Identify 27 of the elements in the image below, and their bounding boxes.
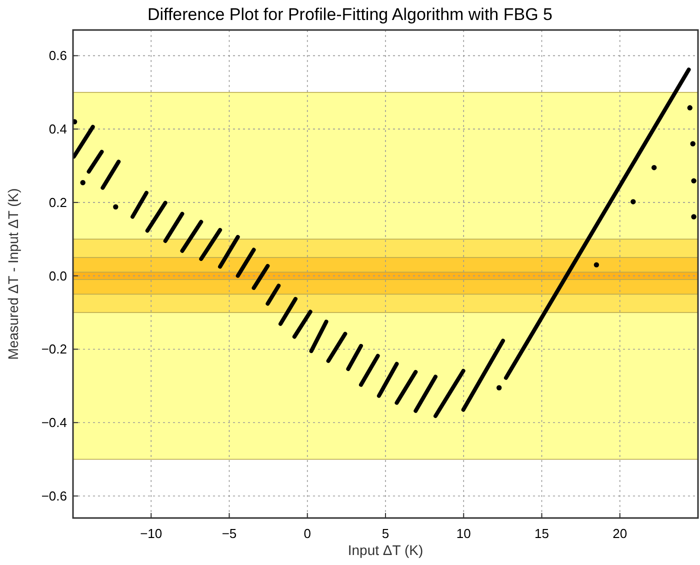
x-tick-label: 10 (456, 526, 471, 541)
point (690, 141, 696, 146)
y-tick-label: 0.4 (48, 122, 67, 137)
y-axis-title: Measured ΔT - Input ΔT (K) (5, 188, 21, 360)
y-tick-label: −0.4 (41, 415, 67, 430)
point (113, 204, 118, 210)
x-tick-label: 20 (612, 526, 628, 541)
point (594, 262, 600, 268)
y-tick-label: 0.6 (48, 48, 67, 64)
point (80, 180, 86, 186)
x-tick-label: −5 (222, 526, 237, 541)
x-tick-label: 0 (304, 526, 311, 541)
x-tick-label: 15 (534, 526, 549, 541)
y-tick-label: 0.0 (48, 268, 67, 284)
x-tick-label: 5 (382, 526, 390, 541)
y-tick-label: −0.2 (41, 342, 67, 357)
point (687, 105, 692, 110)
point (691, 178, 696, 184)
x-tick-label: −10 (140, 526, 162, 541)
point (651, 164, 657, 170)
chart-title: Difference Plot for Profile-Fitting Algorithm with FBG 5 (147, 5, 553, 24)
y-tick-label: −0.6 (41, 488, 67, 504)
x-axis-title: Input ΔT (K) (348, 542, 424, 558)
point (630, 199, 636, 204)
point (496, 385, 502, 390)
point (691, 214, 696, 220)
y-tick-label: 0.2 (48, 194, 67, 210)
